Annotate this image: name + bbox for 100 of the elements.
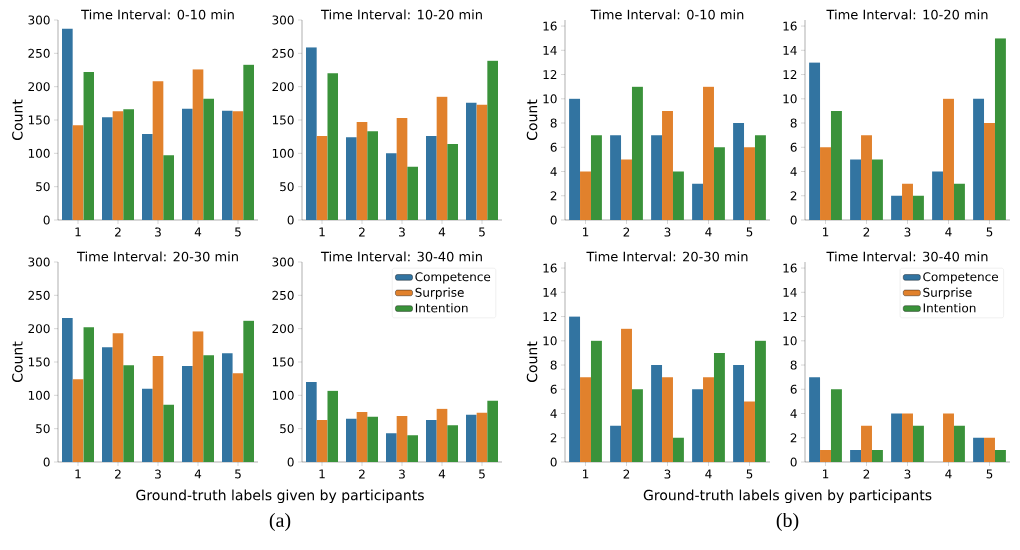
x-tick-label: 4 <box>438 469 446 479</box>
y-tick-label: 6 <box>550 142 557 152</box>
y-tick-label: 100 <box>272 390 294 400</box>
bar <box>316 136 328 220</box>
bar <box>651 365 663 462</box>
bar <box>316 420 328 462</box>
bar <box>447 425 458 462</box>
bar <box>327 73 339 220</box>
bar <box>466 102 477 220</box>
x-tick-label: 5 <box>479 469 485 479</box>
bar <box>192 69 204 220</box>
bar <box>426 136 437 220</box>
x-tick-label: 2 <box>863 469 870 479</box>
bar <box>356 122 368 220</box>
bar <box>569 98 581 220</box>
bar <box>407 435 418 462</box>
bar <box>386 153 397 220</box>
bar <box>83 327 94 462</box>
bar <box>809 62 821 220</box>
bar <box>396 118 408 220</box>
bar <box>590 340 602 462</box>
bar <box>346 418 357 462</box>
bar <box>163 155 174 220</box>
bar <box>610 135 622 220</box>
bar <box>809 377 821 462</box>
bar <box>367 416 378 462</box>
legend-label: Competence <box>415 272 491 284</box>
bar <box>943 413 954 462</box>
bar <box>912 425 924 462</box>
bar <box>356 412 368 462</box>
bar <box>744 401 755 462</box>
text: (a) <box>269 512 291 532</box>
x-tick-label: 2 <box>115 227 121 237</box>
bar <box>580 377 591 462</box>
chart-title: Time Interval: 20-30 min <box>586 251 748 262</box>
y-tick-label: 200 <box>28 324 50 334</box>
y-tick-label: 100 <box>272 148 294 158</box>
bar <box>713 147 725 220</box>
x-tick-label: 4 <box>705 227 712 237</box>
bar <box>631 389 643 462</box>
bar <box>733 365 745 462</box>
bar <box>222 110 233 220</box>
bar <box>953 183 965 220</box>
bar <box>733 123 745 220</box>
bar <box>102 347 113 462</box>
bar <box>62 28 73 220</box>
bar <box>306 382 317 462</box>
bar <box>327 390 339 462</box>
bar <box>891 413 903 462</box>
y-tick-label: 14 <box>543 45 557 55</box>
y-tick-label: 150 <box>28 357 50 367</box>
bar <box>973 98 985 220</box>
y-tick-label: 0 <box>43 215 50 225</box>
y-tick-label: 2 <box>790 433 797 443</box>
bar <box>123 109 134 220</box>
bar <box>142 134 153 220</box>
x-axis-title: Ground-truth labels given by participants <box>136 489 424 504</box>
x-tick-label: 3 <box>155 469 161 479</box>
y-tick-label: 0 <box>287 215 294 225</box>
bar <box>580 171 591 220</box>
y-tick-label: 14 <box>543 287 557 297</box>
y-tick-label: 150 <box>272 357 294 367</box>
bar <box>386 433 397 462</box>
bar <box>621 159 632 220</box>
x-tick-label: 3 <box>664 469 671 479</box>
y-tick-label: 10 <box>783 94 797 104</box>
bar <box>943 98 954 220</box>
x-tick-label: 5 <box>235 469 241 479</box>
y-axis-title: Count <box>526 341 538 382</box>
x-tick-label: 1 <box>75 227 81 237</box>
bar <box>871 449 883 462</box>
x-tick-label: 1 <box>319 469 325 479</box>
bar <box>232 111 244 220</box>
y-tick-label: 12 <box>783 312 797 321</box>
y-tick-label: 300 <box>272 15 294 25</box>
bar <box>487 400 498 462</box>
chart-title: Time Interval: 10-20 min <box>826 9 988 20</box>
bar <box>912 195 924 220</box>
bar <box>436 96 448 220</box>
bar <box>203 98 214 220</box>
y-tick-label: 250 <box>272 290 294 300</box>
bar <box>662 377 673 462</box>
bar <box>232 373 244 462</box>
bar <box>984 437 995 462</box>
bar <box>243 64 254 220</box>
y-tick-label: 0 <box>550 457 557 467</box>
bar <box>83 72 94 220</box>
x-tick-label: 2 <box>359 227 365 237</box>
bar <box>651 135 663 220</box>
x-tick-label: 3 <box>664 227 671 237</box>
bar <box>123 365 134 462</box>
bar <box>243 320 254 462</box>
y-tick-label: 10 <box>543 336 557 346</box>
text: (b) <box>776 512 799 532</box>
bar <box>703 377 714 462</box>
bar <box>436 408 448 462</box>
x-tick-label: 3 <box>399 227 405 237</box>
bar <box>754 340 766 462</box>
y-tick-label: 6 <box>550 384 557 394</box>
y-tick-label: 6 <box>790 142 797 152</box>
